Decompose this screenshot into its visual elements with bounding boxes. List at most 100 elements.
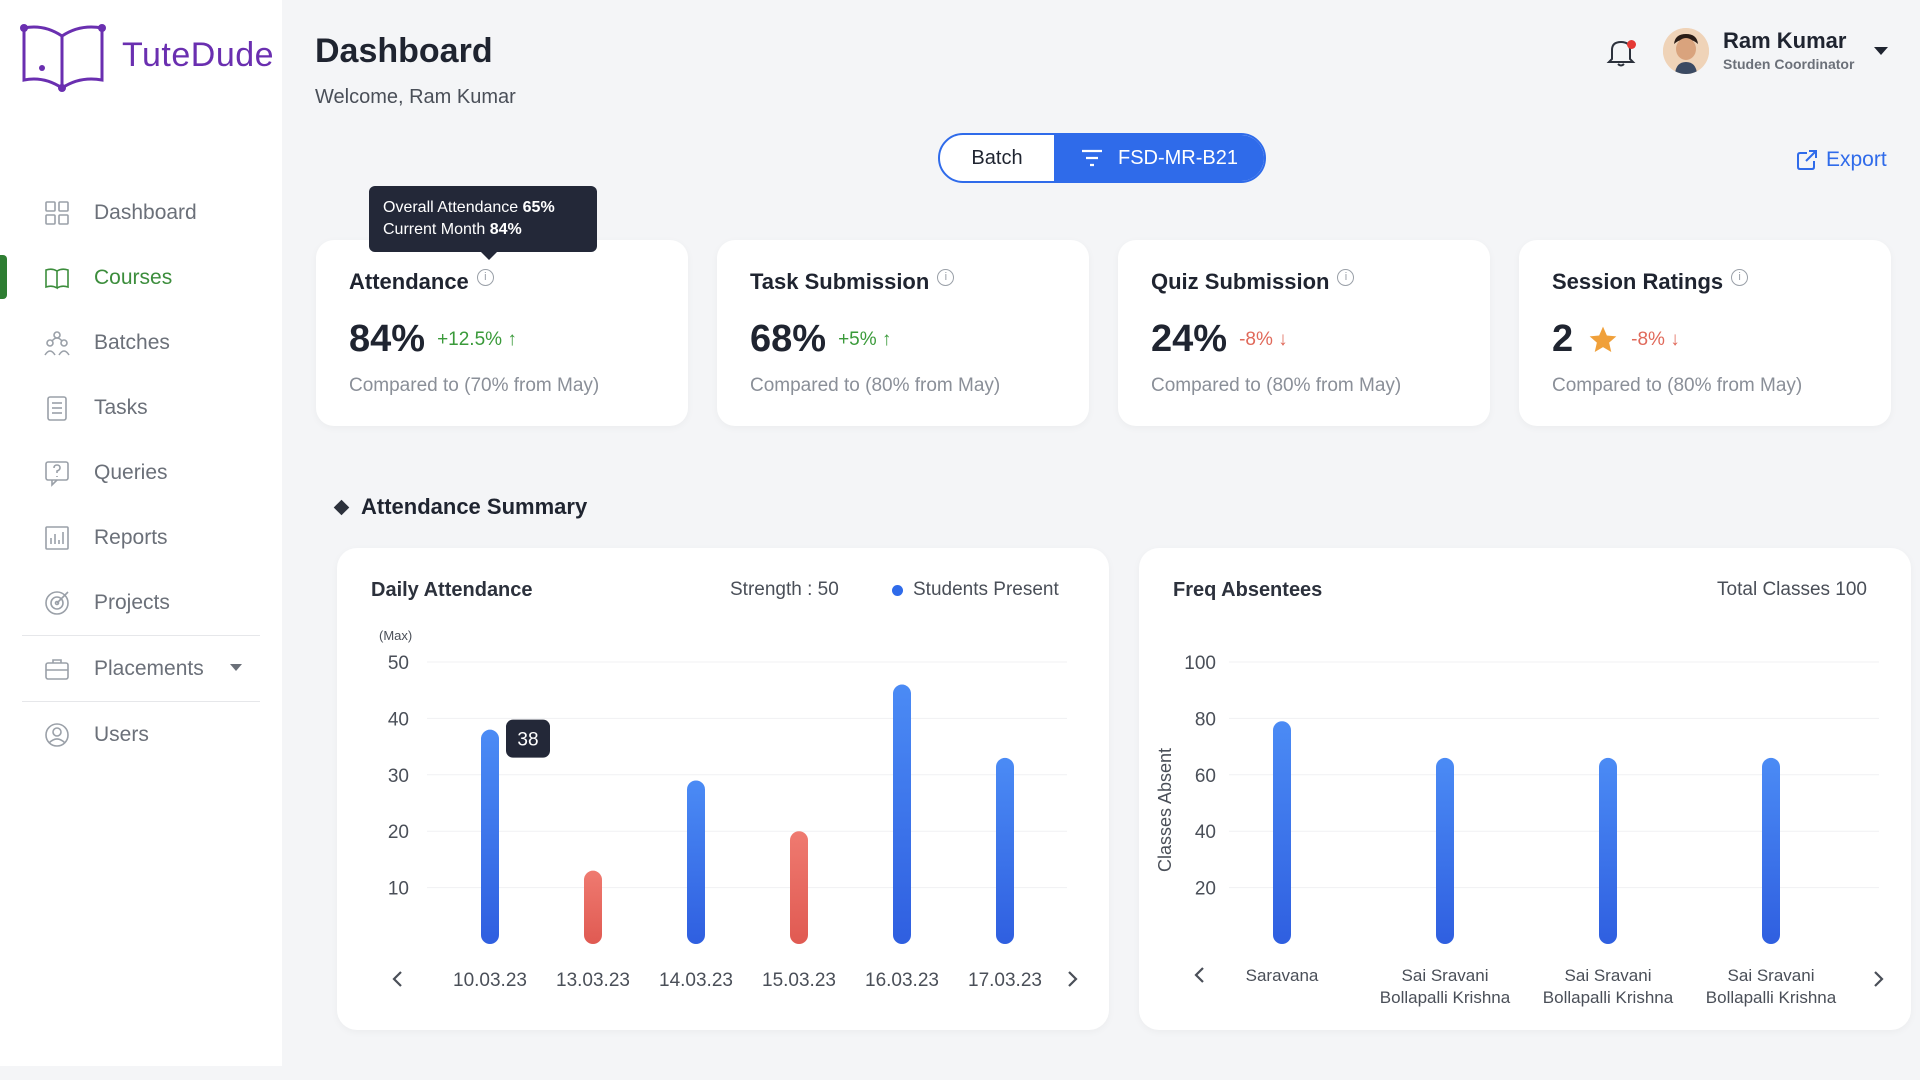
x-tick-label: Bollapalli Krishna: [1543, 988, 1674, 1007]
bar-value-label: 38: [517, 730, 538, 751]
sidebar-item-users[interactable]: Users: [0, 702, 282, 767]
chart-bar[interactable]: [790, 831, 808, 944]
x-tick-label: Sai Sravani: [1402, 966, 1489, 985]
chart-bar[interactable]: [481, 729, 499, 944]
sidebar-item-label: Tasks: [94, 395, 148, 419]
export-icon: [1797, 150, 1817, 170]
tooltip-value: 84%: [489, 221, 522, 238]
batch-value: FSD-MR-B21: [1117, 146, 1238, 169]
card-delta: -8% ↓: [1631, 329, 1680, 351]
card-value: 68%: [750, 318, 827, 360]
sidebar-divider: [22, 701, 260, 702]
user-name[interactable]: Ram Kumar: [1723, 28, 1847, 53]
card-value: 84%: [349, 318, 426, 360]
quiz-submission-card: Quiz Submission i 24% -8% ↓ Compared to (…: [1118, 240, 1490, 426]
card-value-row: 24% -8% ↓: [1151, 318, 1288, 361]
welcome-text: Welcome, Ram Kumar: [315, 86, 516, 108]
chevron-left-icon[interactable]: [387, 968, 409, 990]
card-title: Session Ratings i: [1552, 268, 1749, 295]
star-icon: [1589, 326, 1617, 352]
sidebar-item-tasks[interactable]: Tasks: [0, 375, 282, 440]
chart-bar[interactable]: [584, 870, 602, 944]
card-comparison: Compared to (70% from May): [349, 375, 600, 396]
sidebar-item-queries[interactable]: Queries: [0, 440, 282, 505]
card-title: Task Submission i: [750, 268, 955, 295]
card-title-text: Attendance: [349, 269, 469, 294]
chart-bar[interactable]: [1273, 721, 1291, 944]
card-title-text: Task Submission: [750, 269, 930, 294]
chart-bar[interactable]: [893, 684, 911, 944]
sidebar-item-label: Projects: [94, 590, 170, 614]
sidebar-item-batches[interactable]: Batches: [0, 310, 282, 375]
chevron-right-icon[interactable]: [1867, 968, 1889, 990]
card-value-row: 2 -8% ↓: [1552, 318, 1680, 361]
batch-filter-button[interactable]: FSD-MR-B21: [1054, 135, 1264, 181]
grid-icon: [42, 198, 72, 228]
session-ratings-card: Session Ratings i 2 -8% ↓ Compared to (80…: [1519, 240, 1891, 426]
x-tick-label: Sai Sravani: [1565, 966, 1652, 985]
chevron-down-icon[interactable]: [230, 664, 242, 671]
sidebar-item-label: Placements: [94, 656, 204, 680]
card-comparison: Compared to (80% from May): [1151, 375, 1402, 396]
freq-absentees-panel: Freq Absentees Total Classes 100 Classes…: [1139, 548, 1911, 1030]
y-tick-label: 20: [388, 822, 409, 843]
strength-label: Strength : 50: [730, 579, 839, 600]
avatar-face-icon: [1663, 28, 1709, 74]
chart-bar[interactable]: [1599, 757, 1617, 944]
avatar[interactable]: [1663, 28, 1709, 74]
info-icon[interactable]: i: [1337, 268, 1355, 286]
export-button[interactable]: Export: [1796, 148, 1887, 172]
y-tick-label: 20: [1195, 879, 1216, 900]
card-comparison: Compared to (80% from May): [750, 375, 1001, 396]
sidebar-item-placements[interactable]: Placements: [0, 636, 282, 701]
chevron-left-icon[interactable]: [1189, 964, 1211, 986]
chart-bar[interactable]: [1436, 757, 1454, 944]
batch-selector[interactable]: Batch FSD-MR-B21: [938, 133, 1266, 183]
x-tick-label: 17.03.23: [968, 970, 1042, 991]
question-icon: [42, 458, 72, 488]
card-value-row: 84% +12.5% ↑: [349, 318, 517, 361]
y-tick-label: 40: [388, 709, 409, 730]
card-title-text: Quiz Submission: [1151, 269, 1330, 294]
sidebar-item-reports[interactable]: Reports: [0, 505, 282, 570]
x-tick-label: 14.03.23: [659, 970, 733, 991]
chevron-right-icon[interactable]: [1061, 968, 1083, 990]
sidebar-item-courses[interactable]: Courses: [0, 245, 282, 310]
tooltip-label: Current Month: [383, 221, 486, 238]
daily-attendance-panel: Daily Attendance Strength : 50 Students …: [337, 548, 1109, 1030]
task-submission-card: Task Submission i 68% +5% ↑ Compared to (…: [717, 240, 1089, 426]
batch-label[interactable]: Batch: [971, 146, 1023, 169]
user-role: Studen Coordinator: [1723, 56, 1855, 72]
chart-legend: Students Present: [892, 579, 1059, 601]
x-tick-label: 15.03.23: [762, 970, 836, 991]
section-title-text: Attendance Summary: [361, 494, 588, 519]
total-classes-label: Total Classes 100: [1717, 579, 1867, 600]
delta-text: -8%: [1631, 328, 1665, 350]
section-title: Attendance Summary: [333, 494, 588, 520]
sidebar-item-label: Batches: [94, 330, 170, 354]
info-icon[interactable]: i: [1731, 268, 1749, 286]
daily-attendance-chart: (Max) 10 20 30 40 50 10.03.23 13.03.23 14.03.23 1…: [379, 628, 1067, 991]
book-logo-icon: [20, 24, 106, 92]
info-icon[interactable]: i: [476, 268, 494, 286]
chart-bar[interactable]: [1762, 757, 1780, 944]
info-icon[interactable]: i: [937, 268, 955, 286]
arrow-up-icon: ↑: [881, 328, 892, 350]
chevron-down-icon[interactable]: [1874, 47, 1888, 55]
sidebar-item-projects[interactable]: Projects: [0, 570, 282, 635]
y-tick-label: 40: [1195, 822, 1216, 843]
y-tick-label: 50: [388, 653, 409, 674]
sidebar-nav: Dashboard Courses Batches Tasks Queries …: [0, 180, 282, 767]
chart-bar[interactable]: [687, 780, 705, 944]
x-tick-label: 13.03.23: [556, 970, 630, 991]
chart-bar[interactable]: [996, 757, 1014, 944]
delta-text: -8%: [1239, 328, 1273, 350]
brand-logo[interactable]: TuteDude: [18, 18, 274, 92]
bell-icon[interactable]: [1606, 36, 1636, 68]
checklist-icon: [42, 393, 72, 423]
tooltip-value: 65%: [522, 199, 555, 216]
panel-title: Daily Attendance: [371, 579, 533, 601]
sidebar-item-dashboard[interactable]: Dashboard: [0, 180, 282, 245]
bar-value-tooltip: [506, 719, 550, 758]
book-icon: [42, 263, 72, 293]
